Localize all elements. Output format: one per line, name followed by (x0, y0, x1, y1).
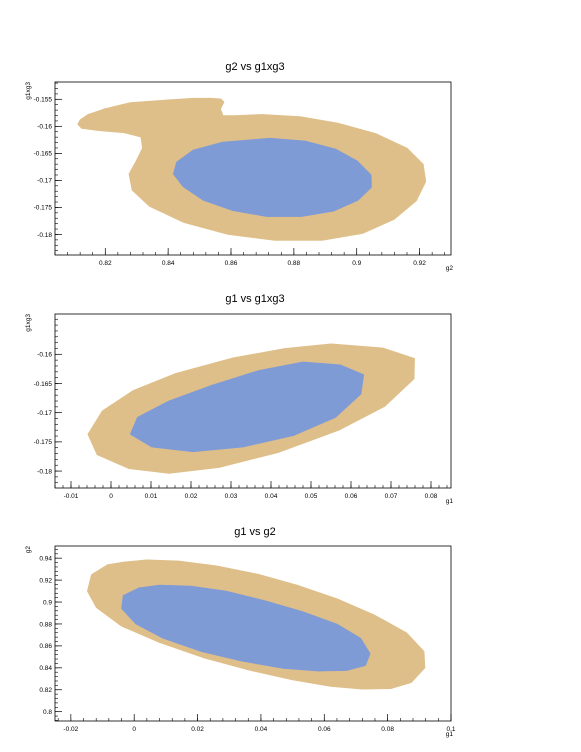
chart-title: g1 vs g2 (234, 526, 276, 538)
y-tick-label: -0.17 (37, 178, 52, 185)
x-axis-label: g1 (446, 498, 454, 505)
x-tick-label: 0.1 (446, 726, 455, 733)
x-tick-label: 0.01 (145, 493, 158, 500)
x-tick-label: 0.9 (352, 260, 361, 267)
x-tick-label: 0.84 (162, 260, 175, 267)
y-tick-label: 0.84 (39, 665, 52, 672)
x-axis-label: g1 (446, 731, 454, 738)
x-tick-label: 0.04 (265, 493, 278, 500)
x-tick-label: 0.05 (305, 493, 318, 500)
x-tick-label: 0.86 (225, 260, 238, 267)
x-tick-label: 0 (109, 493, 113, 500)
chart-title: g2 vs g1xg3 (225, 61, 284, 73)
x-tick-label: 0.07 (385, 493, 398, 500)
y-tick-label: 0.94 (39, 555, 52, 562)
contour-inner (172, 137, 372, 217)
y-tick-label: 0.8 (43, 709, 52, 716)
x-tick-label: 0.88 (288, 260, 301, 267)
chart-panel-1: 0.82 0.84 0.86 0.88 0.9 0.92 -0.155 -0.16 -0.165… (25, 61, 453, 272)
plot-frame (54, 545, 452, 722)
y-tick-label: -0.18 (37, 468, 52, 475)
x-tick-label: 0.08 (381, 726, 394, 733)
contour-inner (129, 361, 365, 453)
x-axis-label: g2 (446, 265, 454, 272)
y-axis-label: g2 (25, 546, 32, 554)
plot-frame (54, 81, 452, 256)
y-tick-label: -0.165 (34, 151, 53, 158)
chart-title: g1 vs g1xg3 (225, 293, 284, 305)
y-tick-label: -0.155 (34, 97, 53, 104)
y-tick-label: -0.175 (34, 205, 53, 212)
x-tick-label: 0.04 (255, 726, 268, 733)
x-tick-label: 0 (132, 726, 136, 733)
y-tick-label: 0.92 (39, 577, 52, 584)
chart-panel-3: -0.02 0 0.02 0.04 0.06 0.08 0.1 0.8 0.82 0.84 0.86… (25, 526, 456, 738)
y-tick-label: -0.18 (37, 232, 52, 239)
y-tick-label: 0.88 (39, 621, 52, 628)
y-tick-label: -0.175 (34, 439, 53, 446)
y-tick-label: -0.165 (34, 381, 53, 388)
y-axis-label: g1xg3 (25, 82, 32, 100)
y-tick-label: -0.16 (37, 352, 52, 359)
y-tick-label: 0.86 (39, 643, 52, 650)
x-tick-label: 0.92 (413, 260, 426, 267)
y-tick-label: -0.17 (37, 410, 52, 417)
y-tick-label: 0.82 (39, 687, 52, 694)
x-tick-label: 0.03 (225, 493, 238, 500)
x-tick-label: 0.06 (345, 493, 358, 500)
x-tick-label: 0.02 (191, 726, 204, 733)
x-tick-label: -0.02 (63, 726, 78, 733)
y-axis-label: g1xg3 (25, 314, 32, 332)
x-tick-label: 0.08 (425, 493, 438, 500)
x-tick-label: -0.01 (64, 493, 79, 500)
y-tick-label: 0.9 (43, 599, 52, 606)
x-tick-label: 0.02 (185, 493, 198, 500)
contour-inner (121, 584, 371, 672)
chart-panel-2: -0.01 0 0.01 0.02 0.03 0.04 0.05 0.06 0.07 0.08 -0… (25, 293, 453, 505)
y-tick-label: -0.16 (37, 124, 52, 131)
x-tick-label: 0.82 (99, 260, 112, 267)
x-tick-label: 0.06 (318, 726, 331, 733)
